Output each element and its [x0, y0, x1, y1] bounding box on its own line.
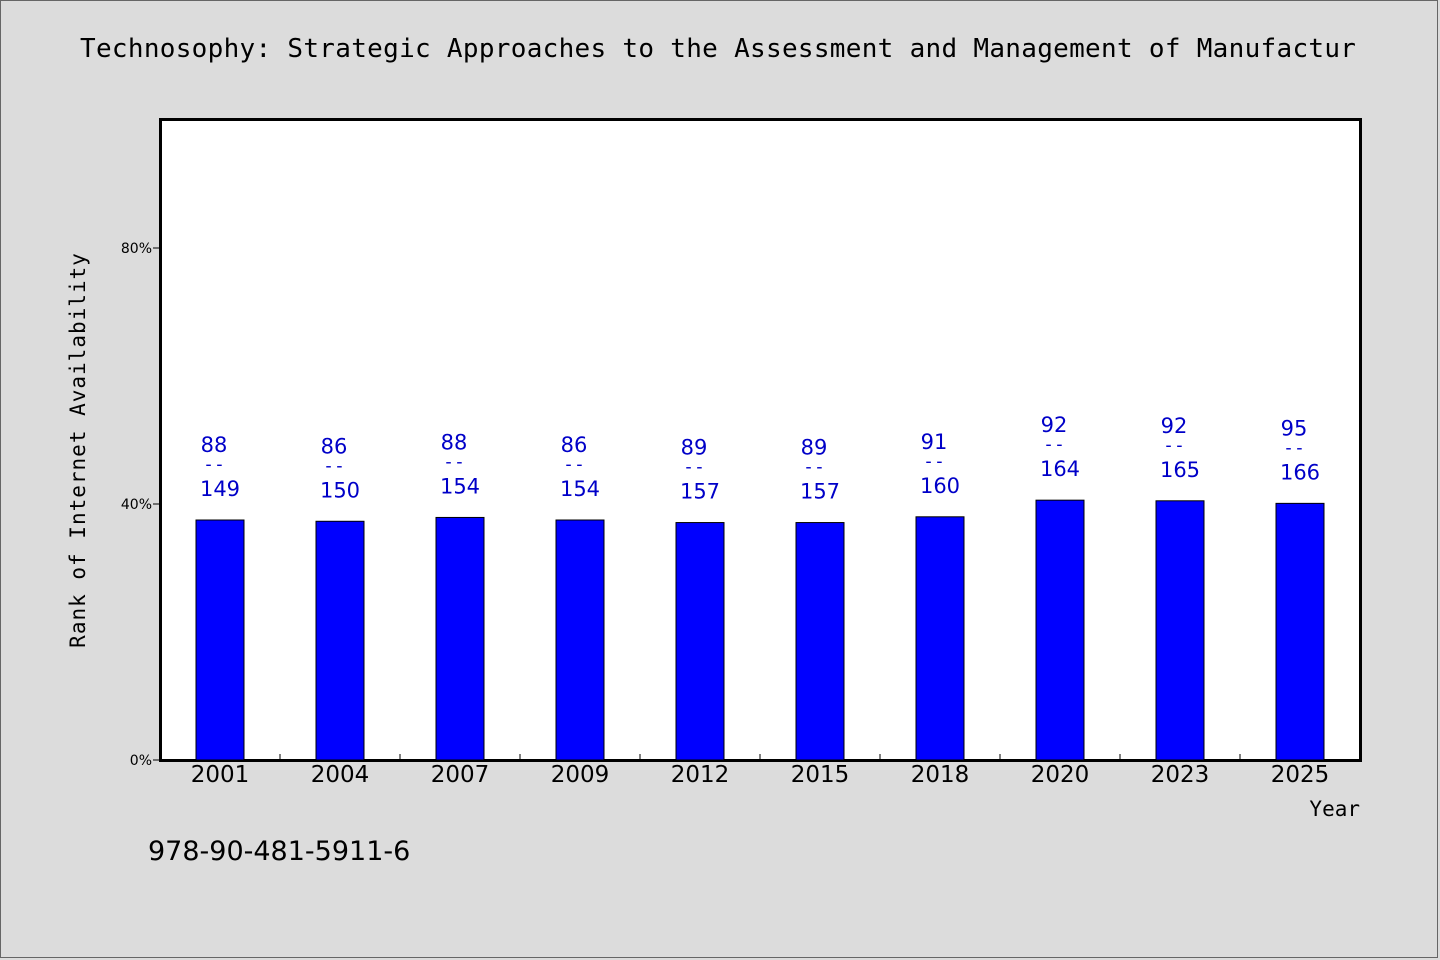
bar-label-separator: --	[563, 454, 585, 475]
bar-label-numerator: 86	[561, 433, 588, 457]
bar	[795, 522, 845, 761]
x-axis-label: Year	[1309, 797, 1360, 821]
y-tick-label: 0%	[130, 753, 152, 769]
bar-label-numerator: 91	[921, 430, 948, 454]
bar-label-separator: --	[803, 457, 825, 478]
bar-label-numerator: 86	[321, 434, 348, 458]
bar-label-separator: --	[683, 457, 705, 478]
bar-label-denominator: 157	[680, 480, 720, 504]
bar	[195, 519, 245, 761]
bar	[1275, 502, 1325, 761]
bar	[915, 516, 965, 761]
bar-label-separator: --	[1163, 435, 1185, 456]
bar-label-numerator: 92	[1161, 414, 1188, 438]
bar-label-denominator: 157	[800, 480, 840, 504]
x-tick-label: 2025	[1271, 762, 1330, 788]
y-tick-label: 80%	[121, 241, 152, 257]
bar-label-denominator: 160	[920, 474, 960, 498]
x-tick-label: 2012	[671, 762, 730, 788]
x-tick-label: 2020	[1031, 762, 1090, 788]
bar-label-separator: --	[443, 451, 465, 472]
x-tick-label: 2023	[1151, 762, 1210, 788]
x-tick-label: 2015	[791, 762, 850, 788]
x-tick-label: 2018	[911, 762, 970, 788]
bar-label-numerator: 89	[801, 436, 828, 460]
bar-label-separator: --	[203, 454, 225, 475]
bar	[555, 519, 605, 761]
bar	[1035, 499, 1085, 761]
bar-label-separator: --	[1283, 437, 1305, 458]
bar-label-denominator: 149	[200, 477, 240, 501]
bar-label-denominator: 154	[440, 474, 480, 498]
bar-label-numerator: 92	[1041, 413, 1068, 437]
x-tick-label: 2001	[191, 762, 250, 788]
bar-label-denominator: 150	[320, 478, 360, 502]
bar	[675, 522, 725, 761]
bar-label-numerator: 88	[201, 433, 228, 457]
bar-label-denominator: 165	[1160, 458, 1200, 482]
bar	[315, 520, 365, 761]
bar-label-separator: --	[923, 451, 945, 472]
bar-label-numerator: 88	[441, 430, 468, 454]
bar	[1155, 500, 1205, 761]
bar-label-separator: --	[323, 455, 345, 476]
x-tick-label: 2004	[311, 762, 370, 788]
bar-label-numerator: 95	[1281, 416, 1308, 440]
chart-title: Technosophy: Strategic Approaches to the…	[80, 34, 1357, 64]
x-tick-label: 2009	[551, 762, 610, 788]
y-tick-label: 40%	[121, 497, 152, 513]
bar-label-denominator: 154	[560, 477, 600, 501]
bar	[435, 516, 485, 761]
bar-label-denominator: 164	[1040, 457, 1080, 481]
x-tick-label: 2007	[431, 762, 490, 788]
bar-label-denominator: 166	[1280, 460, 1320, 484]
bar-label-numerator: 89	[681, 436, 708, 460]
bar-label-separator: --	[1043, 434, 1065, 455]
isbn-footer: 978-90-481-5911-6	[148, 836, 411, 867]
